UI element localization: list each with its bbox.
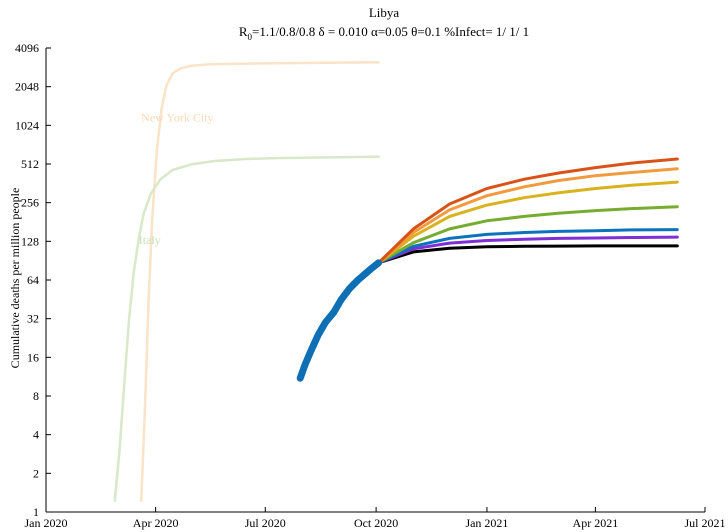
series-annotation: Italy [139,233,161,247]
projection-series-line [377,235,679,265]
projection-series-line [377,157,679,265]
x-ticks: Jan 2020 Apr 2020 Jul 2020 Oct 2020 Jan 2021… [25,507,726,530]
reference-series-line [113,155,380,502]
y-tick-label: 1024 [15,118,39,132]
x-tick-label: Jan 2021 [465,516,508,530]
y-tick-label: 2 [33,466,39,480]
reference-lines [113,61,380,502]
projection-series-line [377,180,679,265]
subtitle-r-sub: 0 [248,32,253,42]
chart-title: Libya R0=1.1/0.8/0.8 δ = 0.010 α=0.05 θ=… [239,5,529,42]
y-tick-label: 2048 [15,80,39,94]
y-ticks: 1 2 4 8 16 32 64 128 256 512 1024 2048 4096 [15,41,51,519]
y-tick-label: 16 [27,350,39,364]
annotations: New York City Italy [139,110,214,247]
chart-title-text: Libya [369,5,400,20]
x-tick-label: Jul 2020 [245,516,286,530]
y-tick-label: 64 [27,273,39,287]
x-tick-label: Jul 2021 [684,516,725,530]
projection-series-line [377,167,679,265]
x-tick-label: Apr 2020 [133,516,179,530]
y-tick-label: 128 [21,234,39,248]
y-axis-label: Cumulative deaths per million people [8,188,22,369]
subtitle-r: R [239,24,248,39]
observed-line [296,259,382,382]
observed-series-line [296,259,382,382]
y-tick-label: 4096 [15,41,39,55]
projection-series-line [377,228,679,265]
x-tick-label: Jan 2020 [25,516,68,530]
series-annotation: New York City [141,110,213,124]
x-tick-label: Oct 2020 [354,516,398,530]
y-tick-label: 32 [27,312,39,326]
y-tick-label: 512 [21,157,39,171]
reference-series-line [139,61,380,502]
projection-series-line [377,205,679,265]
y-tick-label: 1 [33,505,39,519]
projection-lines [377,157,679,265]
x-tick-label: Apr 2021 [573,516,619,530]
y-tick-label: 4 [33,428,39,442]
chart-subtitle: R0=1.1/0.8/0.8 δ = 0.010 α=0.05 θ=0.1 %I… [239,24,529,42]
y-tick-label: 8 [33,389,39,403]
subtitle-rest: =1.1/0.8/0.8 δ = 0.010 α=0.05 θ=0.1 %Inf… [252,24,529,39]
projection-series-line [377,244,679,265]
y-tick-label: 256 [21,196,39,210]
